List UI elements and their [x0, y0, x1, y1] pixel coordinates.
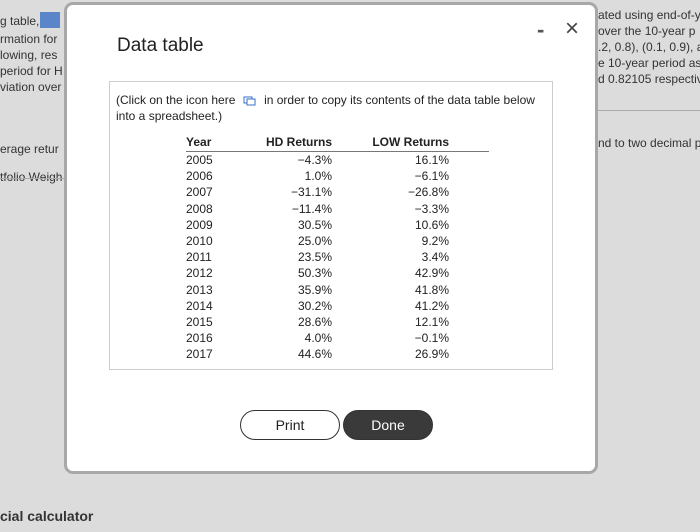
table-cell: 2006 [186, 169, 213, 184]
dialog: Data table - × (Click on the icon here i… [64, 2, 598, 474]
table-cell: 2012 [186, 266, 213, 281]
spacer [449, 201, 489, 217]
table-row: 2008 −11.4% −3.3% [186, 201, 489, 217]
divider [0, 178, 64, 179]
table-cell: −3.3% [414, 201, 450, 216]
table-cell: 2017 [186, 347, 213, 362]
table-row: 2015 28.6% 12.1% [186, 314, 489, 330]
spacer [449, 346, 489, 362]
spacer [449, 249, 489, 265]
table-cell: 1.0% [304, 169, 333, 184]
background-text: erage retur [0, 142, 59, 156]
instruction-text: (Click on the icon here [116, 93, 236, 107]
table-cell: 42.9% [414, 266, 450, 281]
table-row: 2005 −4.3% 16.1% [186, 152, 489, 169]
table-icon[interactable] [40, 12, 60, 28]
background-text: .2, 0.8), (0.1, 0.9), a [598, 40, 700, 54]
instruction-text: in order to copy its contents of the dat… [116, 93, 535, 123]
background-text: nd to two decimal pl [598, 136, 700, 150]
table-cell: −26.8% [407, 185, 450, 200]
table-cell: 26.9% [414, 347, 450, 362]
divider [596, 110, 700, 111]
table-cell: 2007 [186, 185, 213, 200]
background-text: d 0.82105 respectiv [598, 72, 700, 86]
table-row: 2016 4.0% −0.1% [186, 330, 489, 346]
table-row: 2007 −31.1% −26.8% [186, 184, 489, 200]
table-cell: −11.4% [291, 201, 333, 216]
close-button[interactable]: × [565, 15, 580, 42]
table-cell: 25.0% [297, 234, 333, 249]
column-header: Year [186, 134, 266, 152]
table-cell: 2005 [186, 153, 213, 168]
table-cell: 3.4% [421, 250, 450, 265]
background-text: lowing, res [0, 48, 58, 62]
table-cell: 2013 [186, 282, 213, 297]
column-header: HD Returns [266, 134, 333, 152]
table-cell: 2010 [186, 234, 213, 249]
table-cell: 4.0% [304, 331, 333, 346]
spacer [449, 330, 489, 346]
spacer [449, 314, 489, 330]
table-cell: 50.3% [297, 266, 333, 281]
table-row: 2011 23.5% 3.4% [186, 249, 489, 265]
spacer [449, 184, 489, 200]
table-cell: 12.1% [414, 314, 450, 329]
table-row: 2009 30.5% 10.6% [186, 217, 489, 233]
table-cell: −4.3% [297, 153, 333, 168]
table-cell: 2016 [186, 331, 213, 346]
background-text: over the 10-year p [598, 24, 696, 38]
table-cell: 9.2% [421, 234, 450, 249]
table-cell: 41.2% [414, 298, 450, 313]
background-text: cial calculator [0, 508, 94, 524]
background-text: g table, [0, 14, 40, 28]
done-button[interactable]: Done [343, 410, 433, 440]
spacer [449, 233, 489, 249]
instruction: (Click on the icon here in order to copy… [116, 92, 546, 124]
background-text: e 10-year period as [598, 56, 700, 70]
table-cell: 2008 [186, 201, 213, 216]
background-text: viation over [0, 80, 62, 94]
table-cell: 28.6% [297, 314, 333, 329]
background-text: period for H [0, 64, 63, 78]
table-cell: 44.6% [297, 347, 333, 362]
table-cell: 30.2% [297, 298, 333, 313]
table-row: 2017 44.6% 26.9% [186, 346, 489, 362]
background-text: tfolio Weigh [0, 170, 63, 184]
spacer [449, 265, 489, 281]
table-row: 2006 1.0% −6.1% [186, 168, 489, 184]
column-header: LOW Returns [332, 134, 450, 152]
spacer [449, 168, 489, 184]
minimize-button[interactable]: - [537, 17, 545, 42]
table-row: 2013 35.9% 41.8% [186, 282, 489, 298]
copy-icon[interactable] [243, 96, 257, 106]
data-table: Year HD Returns LOW Returns 2005 −4.3% 16.1% 2… [186, 134, 490, 362]
table-cell: 2011 [186, 250, 212, 265]
spacer [449, 298, 489, 314]
print-button[interactable]: Print [240, 410, 340, 440]
table-cell: 41.8% [414, 282, 450, 297]
table-cell: 2014 [186, 298, 213, 313]
table-row: 2014 30.2% 41.2% [186, 298, 489, 314]
table-row: 2012 50.3% 42.9% [186, 265, 489, 281]
spacer [449, 134, 490, 152]
table-cell: 2009 [186, 217, 213, 232]
table-cell: 2015 [186, 314, 213, 329]
content-box: (Click on the icon here in order to copy… [109, 81, 553, 370]
table-cell: 23.5% [297, 250, 333, 265]
table-cell: −6.1% [414, 169, 450, 184]
dialog-title: Data table [117, 35, 204, 56]
table-cell: −0.1% [414, 331, 450, 346]
spacer [449, 152, 489, 169]
table-cell: 10.6% [414, 217, 450, 232]
background-text: ated using end-of-ye [598, 8, 700, 22]
spacer [449, 282, 489, 298]
table-cell: 30.5% [297, 217, 333, 232]
table-cell: 16.1% [414, 153, 450, 168]
spacer [449, 217, 489, 233]
background-text: rmation for [0, 32, 58, 46]
table-cell: 35.9% [297, 282, 333, 297]
table-row: 2010 25.0% 9.2% [186, 233, 489, 249]
table-cell: −31.1% [290, 185, 333, 200]
